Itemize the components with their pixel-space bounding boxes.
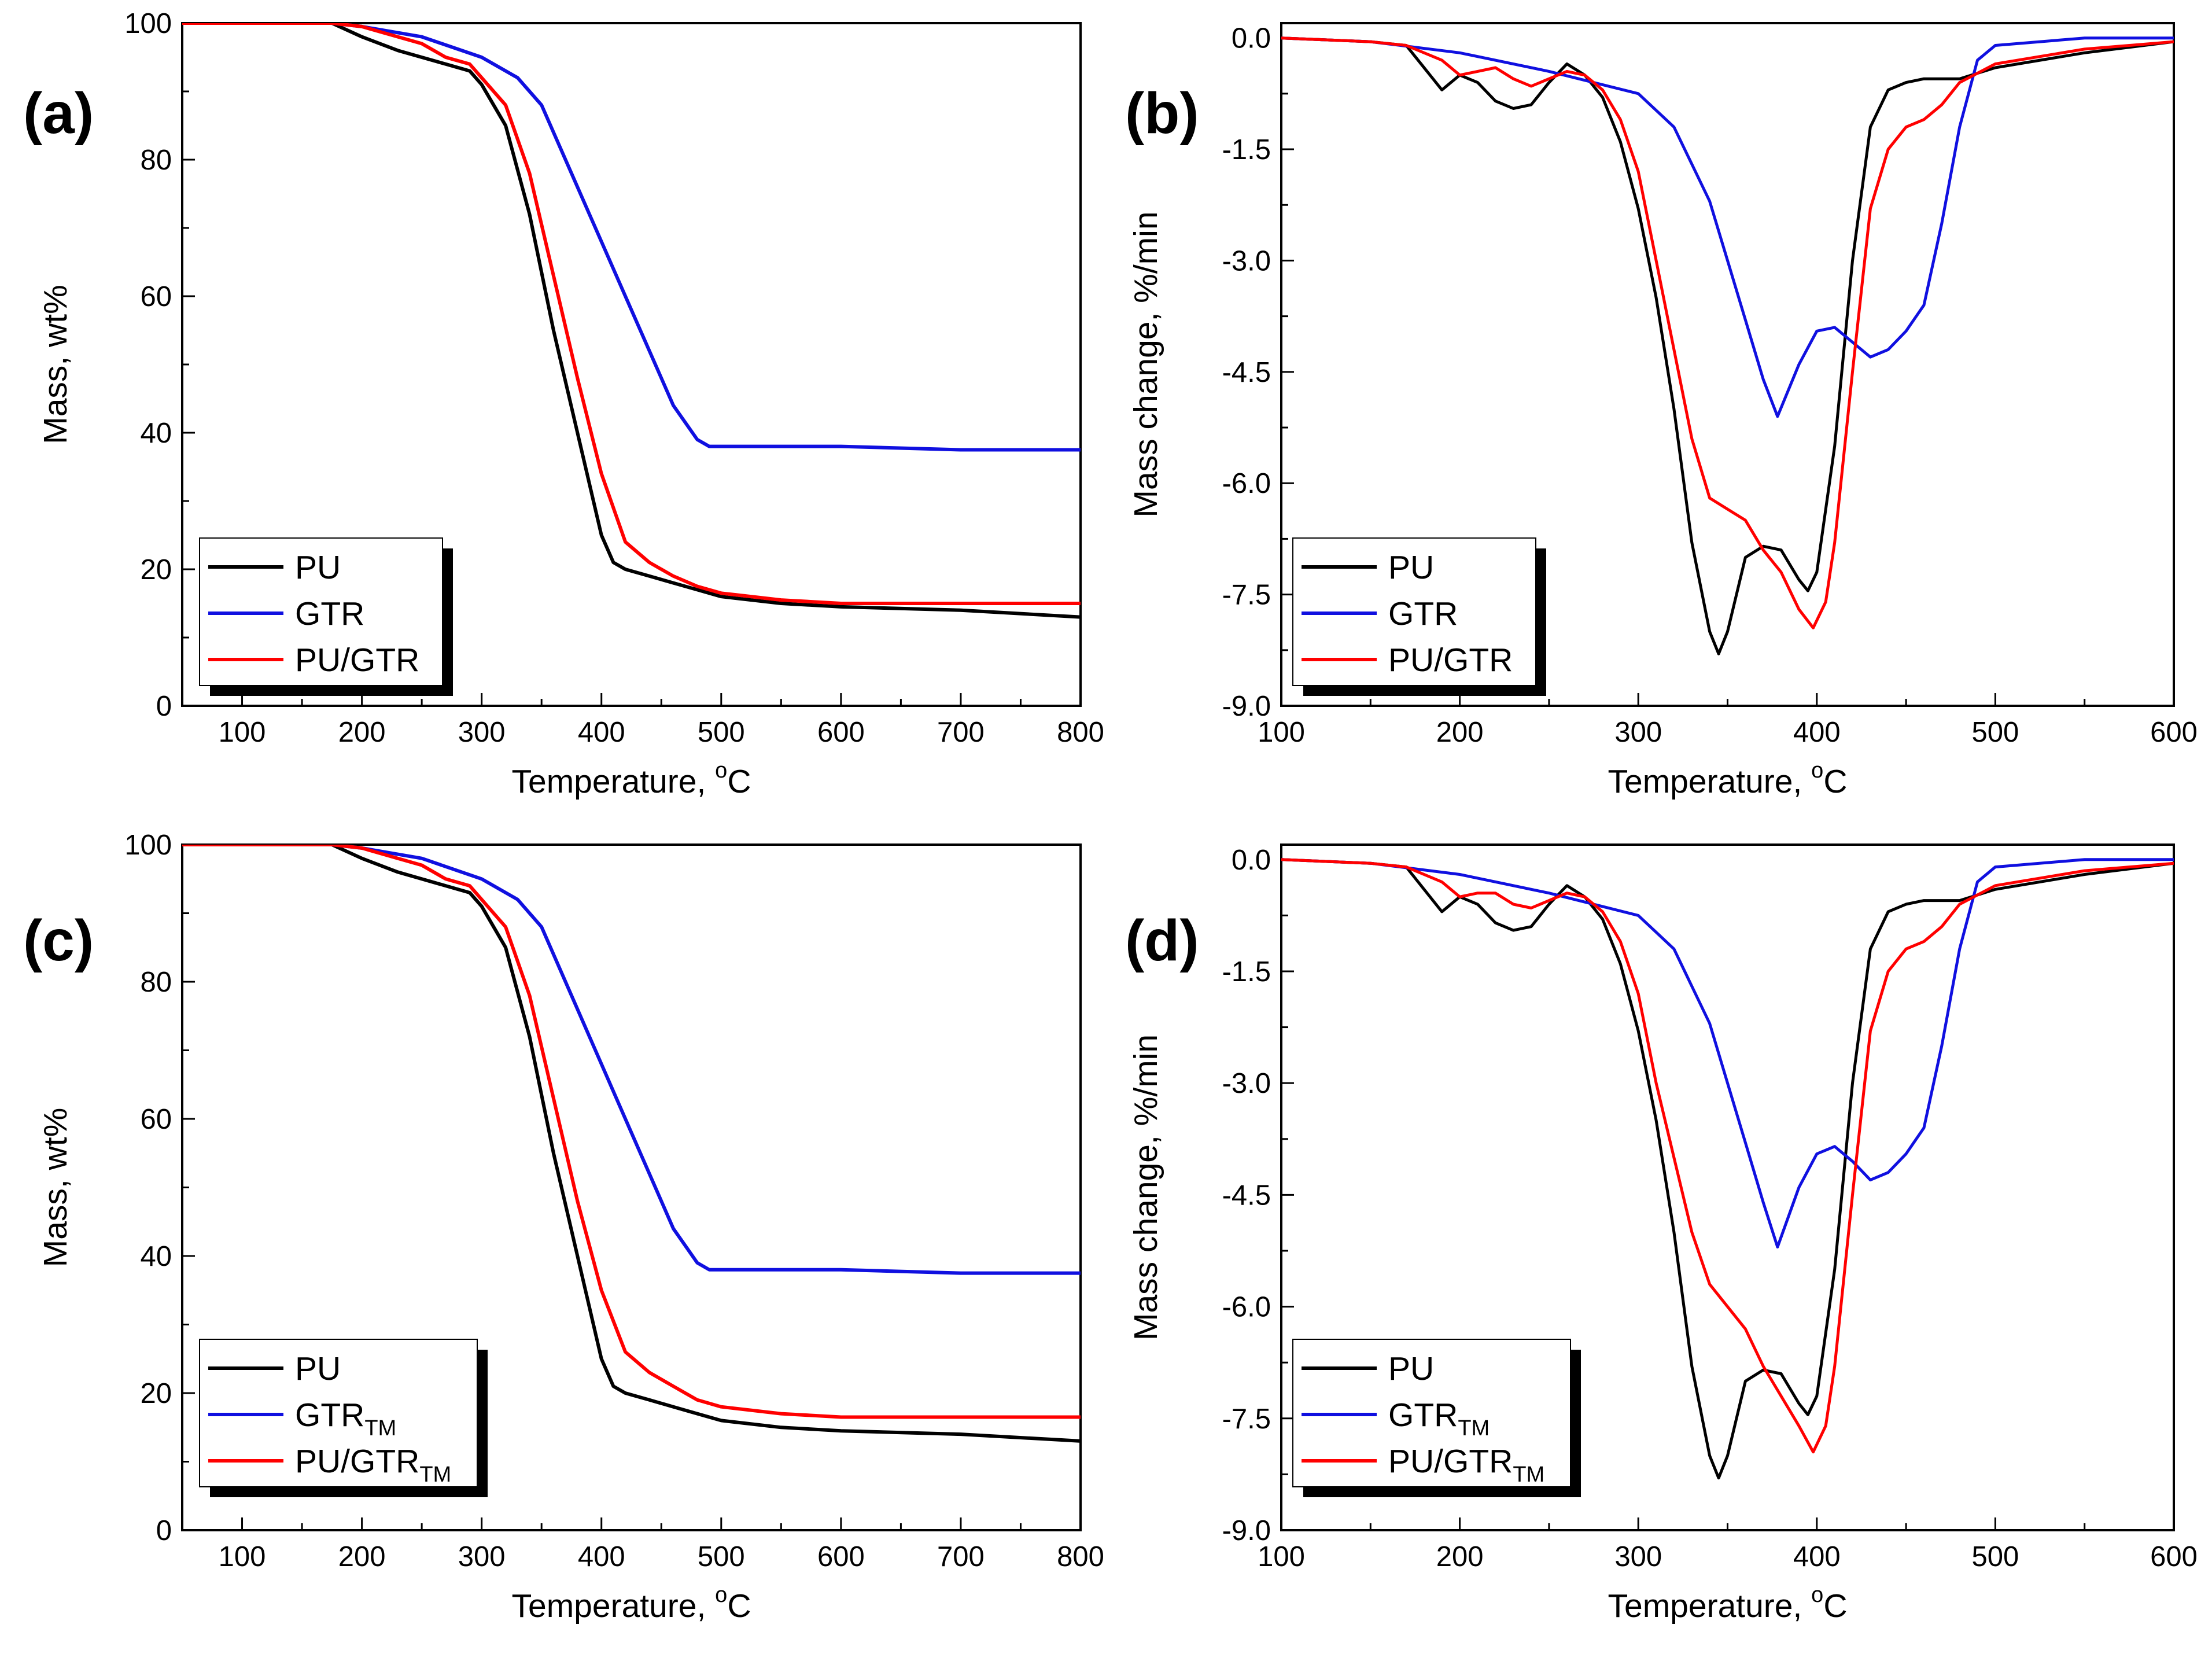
y-axis-label: Mass, wt% [37,1108,74,1268]
x-tick-label: 500 [1972,1541,2019,1572]
panel-d: 100 200 300 400 500 600 0.0 -1.5 -3.0 -4.5 -6.0 -7.… [1125,843,2198,1625]
x-tick-label: 200 [1436,717,1484,748]
x-tick-label: 100 [219,717,266,748]
x-tick-label: 200 [338,717,386,748]
x-tick-label: 800 [1057,1541,1104,1572]
series-line-gtr [1281,858,2174,1248]
legend-entry: PU/GTR [1388,642,1513,679]
x-axis-label: Temperature, oC [1608,758,1848,800]
y-tick-label: -6.0 [1222,1292,1271,1323]
y-tick-label: 0 [156,691,172,722]
series-line-pu-gtr [182,845,1081,1419]
series-line-pu [182,845,1081,1443]
y-tick-label: 80 [140,967,172,998]
x-tick-label: 600 [2150,717,2198,748]
x-tick-label: 100 [1258,1541,1305,1572]
x-tick-label: 600 [817,1541,865,1572]
y-tick-label: 100 [124,830,172,861]
panel-a: 100 200 300 400 500 600 700 800 0 20 40 60 80 100 Temp… [23,8,1104,800]
y-tick-label: 60 [140,281,172,312]
panel-label: (d) [1125,908,1199,973]
x-axis-label: Temperature, oC [512,758,751,800]
x-tick-label: 400 [1793,717,1841,748]
y-tick-label: 60 [140,1104,172,1135]
panel-c: 100 200 300 400 500 600 700 800 0 20 40 60 80 100 Temp… [23,830,1104,1625]
legend-entry: PU/GTRTM [295,1443,451,1487]
x-tick-label: 400 [578,717,625,748]
y-tick-label: 0 [156,1515,172,1546]
y-tick-label: -6.0 [1222,468,1271,499]
y-tick-label: -3.0 [1222,245,1271,277]
x-tick-label: 300 [1614,1541,1662,1572]
y-tick-label: 0.0 [1232,845,1271,876]
y-tick-label: -7.5 [1222,1404,1271,1435]
y-tick-label: -9.0 [1222,1515,1271,1546]
series-line-pu-gtr [1281,36,2174,629]
legend-entry: PU [1388,549,1434,586]
y-tick-label: 0.0 [1232,23,1271,54]
y-axis-label: Mass change, %/min [1127,1034,1164,1340]
y-tick-label: 40 [140,1241,172,1272]
series-line-pu-gtr [182,23,1081,605]
panel-label: (b) [1125,81,1199,146]
series-line-pu [1281,36,2174,655]
x-tick-label: 100 [1258,717,1305,748]
legend-entry: GTRTM [295,1397,396,1441]
x-tick-label: 300 [458,717,506,748]
x-tick-label: 300 [458,1541,506,1572]
x-axis-label: Temperature, oC [1608,1583,1848,1625]
legend-entry: PU [295,549,341,586]
series-line-gtr [182,845,1081,1275]
x-tick-label: 500 [698,717,745,748]
y-tick-label: 20 [140,554,172,585]
y-axis-label: Mass, wt% [37,285,74,444]
series-line-pu [182,23,1081,619]
x-tick-label: 200 [1436,1541,1484,1572]
x-tick-label: 500 [1972,717,2019,748]
y-tick-label: 100 [124,8,172,39]
x-tick-label: 700 [937,717,985,748]
x-tick-label: 100 [219,1541,266,1572]
legend-entry: GTR [295,595,364,632]
x-tick-label: 400 [1793,1541,1841,1572]
panel-label: (a) [23,81,94,146]
series-line-pu [1281,858,2174,1480]
x-tick-label: 600 [817,717,865,748]
series-line-gtr [182,23,1081,452]
legend-entry: PU [1388,1350,1434,1387]
y-tick-label: 20 [140,1378,172,1409]
y-tick-label: -9.0 [1222,691,1271,722]
legend-entry: PU/GTR [295,642,419,679]
y-tick-label: -1.5 [1222,134,1271,165]
x-tick-label: 300 [1614,717,1662,748]
x-tick-label: 500 [698,1541,745,1572]
y-tick-label: -1.5 [1222,956,1271,988]
legend-entry: GTR [1388,595,1458,632]
series-line-gtr [1281,36,2174,418]
y-tick-label: -7.5 [1222,580,1271,611]
x-axis-label: Temperature, oC [512,1583,751,1625]
x-tick-label: 600 [2150,1541,2198,1572]
y-axis-label: Mass change, %/min [1127,211,1164,517]
panel-b: 100 200 300 400 500 600 0.0 -1.5 -3.0 -4.5 -6.0 -7.… [1125,22,2198,800]
x-tick-label: 800 [1057,717,1104,748]
y-tick-label: -4.5 [1222,357,1271,388]
legend-entry: PU/GTRTM [1388,1443,1544,1487]
legend-entry: GTRTM [1388,1397,1490,1441]
y-tick-label: -3.0 [1222,1068,1271,1099]
y-tick-label: -4.5 [1222,1180,1271,1211]
legend-entry: PU [295,1350,341,1387]
series-line-pu-gtr [1281,858,2174,1454]
panel-label: (c) [23,908,94,973]
y-tick-label: 40 [140,418,172,449]
x-tick-label: 700 [937,1541,985,1572]
x-tick-label: 200 [338,1541,386,1572]
x-tick-label: 400 [578,1541,625,1572]
y-tick-label: 80 [140,145,172,176]
